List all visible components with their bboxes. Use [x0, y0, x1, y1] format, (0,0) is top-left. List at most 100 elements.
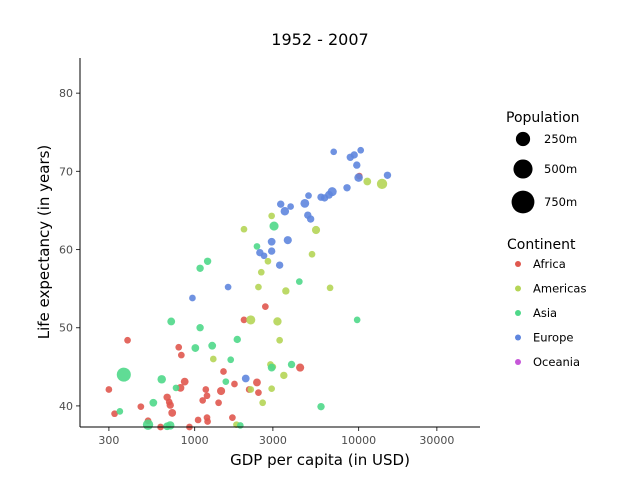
data-point-asia	[196, 324, 204, 332]
data-point-africa	[137, 403, 145, 411]
data-point-europe	[277, 200, 285, 208]
data-point-europe	[350, 151, 358, 159]
size-legend-label: 750m	[544, 195, 577, 209]
size-legend-marker	[515, 131, 531, 147]
data-point-americas	[308, 250, 316, 258]
data-point-europe	[343, 184, 351, 192]
data-point-americas	[264, 257, 272, 265]
color-legend-marker	[515, 285, 521, 292]
color-legend-title: Continent	[507, 237, 576, 253]
y-axis-title: Life expectancy (in years)	[35, 145, 53, 340]
data-point-asia	[165, 421, 175, 430]
x-tick-label: 300	[98, 434, 119, 447]
data-point-africa	[111, 410, 118, 418]
y-tick-label: 70	[59, 165, 73, 178]
data-point-americas	[276, 336, 283, 344]
data-point-europe	[354, 173, 363, 182]
data-point-asia	[196, 264, 204, 272]
data-point-americas	[259, 399, 267, 407]
color-legend-label: Europe	[533, 331, 573, 345]
data-point-americas	[273, 317, 282, 326]
data-point-africa	[168, 409, 177, 417]
data-point-africa	[255, 389, 262, 396]
data-point-africa	[105, 386, 113, 393]
data-point-asia	[157, 375, 166, 384]
data-point-americas	[280, 371, 288, 380]
data-point-asia	[208, 341, 217, 350]
data-point-asia	[267, 363, 276, 372]
size-legend-marker	[513, 159, 533, 179]
data-point-asia	[253, 243, 261, 250]
data-point-africa	[215, 399, 222, 407]
size-legend-marker	[511, 190, 535, 214]
data-point-americas	[326, 284, 334, 292]
data-point-europe	[260, 252, 268, 260]
color-legend-items: Africa Americas Asia Europe Oceania	[515, 257, 586, 369]
data-points	[105, 146, 392, 431]
data-point-asia	[233, 335, 241, 344]
data-point-europe	[275, 261, 284, 269]
y-tick-label: 50	[59, 322, 73, 335]
data-point-asia	[203, 257, 212, 265]
data-point-africa	[202, 386, 210, 393]
color-legend-label: Americas	[533, 282, 586, 296]
x-tick-label: 1000	[181, 434, 209, 447]
data-point-europe	[287, 203, 294, 210]
data-point-africa	[124, 336, 131, 344]
data-point-americas	[376, 178, 388, 190]
color-legend-marker	[515, 310, 521, 316]
data-point-asia	[353, 316, 361, 324]
data-point-americas	[268, 385, 275, 393]
data-point-asia	[142, 419, 154, 430]
data-point-africa	[175, 343, 183, 351]
data-point-africa	[229, 414, 236, 421]
data-point-americas	[363, 177, 372, 186]
size-legend-title: Population	[506, 110, 580, 126]
data-point-asia	[167, 317, 176, 326]
data-point-europe	[241, 374, 250, 383]
data-point-africa	[204, 418, 211, 425]
data-point-asia	[236, 422, 244, 429]
data-point-europe	[353, 161, 361, 169]
y-tick-label: 80	[59, 87, 73, 100]
data-point-asia	[295, 278, 303, 285]
y-tick-label: 40	[59, 400, 73, 413]
data-point-europe	[224, 283, 232, 291]
size-legend-label: 250m	[544, 132, 577, 146]
data-point-africa	[216, 386, 226, 396]
x-tick-label: 3000	[259, 434, 287, 447]
data-point-americas	[311, 225, 321, 235]
data-point-europe	[327, 187, 337, 197]
data-point-americas	[246, 315, 256, 325]
data-point-europe	[267, 237, 276, 246]
data-point-europe	[280, 206, 290, 216]
data-point-asia	[116, 408, 124, 415]
color-legend-label: Asia	[533, 306, 557, 320]
legend: Population 250m 500m 750m Continent Africa…	[506, 110, 586, 369]
data-point-africa	[231, 380, 238, 388]
color-legend-marker	[515, 334, 521, 341]
x-tick-label: 10000	[341, 434, 376, 447]
data-point-europe	[383, 171, 392, 179]
data-point-africa	[220, 368, 227, 375]
data-point-africa	[253, 378, 261, 387]
data-point-asia	[116, 367, 131, 382]
data-point-africa	[180, 377, 189, 386]
data-point-africa	[262, 303, 269, 310]
data-point-europe	[306, 215, 315, 223]
data-point-asia	[269, 221, 279, 231]
data-point-europe	[330, 148, 338, 156]
data-point-europe	[357, 146, 365, 154]
data-point-europe	[283, 236, 292, 245]
data-point-asia	[191, 344, 200, 352]
x-axis-title: GDP per capita (in USD)	[230, 451, 410, 469]
color-legend-marker	[515, 359, 521, 365]
data-point-asia	[172, 384, 180, 392]
data-point-africa	[166, 401, 174, 409]
data-point-asia	[222, 378, 230, 385]
data-point-africa	[203, 392, 211, 400]
data-point-africa	[194, 416, 202, 424]
x-tick-label: 30000	[419, 434, 454, 447]
